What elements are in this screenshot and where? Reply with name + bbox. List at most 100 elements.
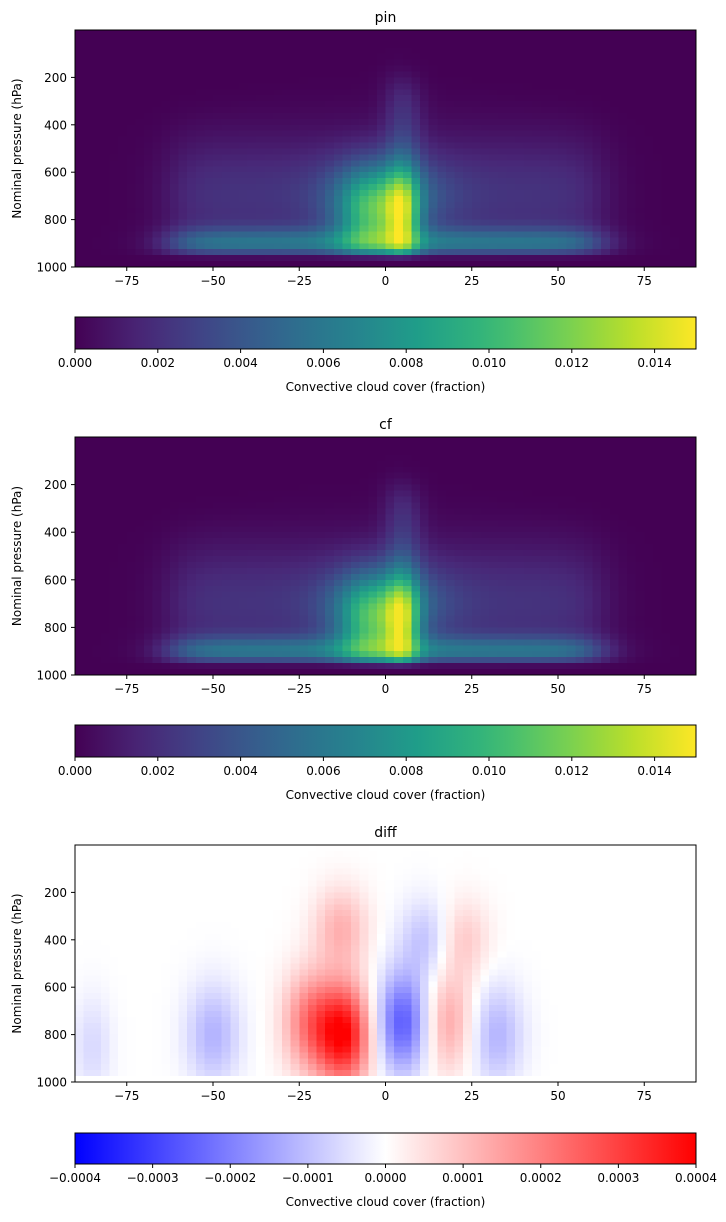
heatmap-cell <box>265 166 274 173</box>
heatmap-cell <box>135 178 144 185</box>
heatmap-cell <box>386 77 395 84</box>
heatmap-cell <box>273 255 282 262</box>
heatmap-cell <box>627 485 636 492</box>
heatmap-cell <box>248 208 257 215</box>
heatmap-cell <box>84 208 93 215</box>
heatmap-cell <box>334 592 343 599</box>
heatmap-cell <box>342 598 351 605</box>
heatmap-cell <box>593 71 602 78</box>
heatmap-cell <box>101 83 110 90</box>
heatmap-cell <box>437 154 446 161</box>
heatmap-cell <box>179 508 188 515</box>
heatmap-cell <box>282 586 291 593</box>
heatmap-cell <box>101 172 110 179</box>
heatmap-cell <box>75 550 84 557</box>
heatmap-cell <box>515 455 524 462</box>
heatmap-cell <box>644 220 653 227</box>
heatmap-cell <box>429 54 438 61</box>
heatmap-cell <box>161 160 170 167</box>
heatmap-cell <box>541 580 550 587</box>
heatmap-cell <box>377 226 386 233</box>
heatmap-cell <box>179 455 188 462</box>
heatmap-cell <box>334 178 343 185</box>
heatmap-cell <box>575 556 584 563</box>
heatmap-cell <box>161 131 170 138</box>
heatmap-cell <box>437 214 446 221</box>
heatmap-cell <box>368 502 377 509</box>
heatmap-cell <box>515 437 524 444</box>
heatmap-cell <box>273 149 282 156</box>
heatmap-cell <box>299 149 308 156</box>
heatmap-cell <box>593 190 602 197</box>
heatmap-cell <box>575 249 584 256</box>
heatmap-cell <box>204 497 213 504</box>
heatmap-cell <box>127 95 136 102</box>
heatmap-cell <box>567 479 576 486</box>
heatmap-cell <box>101 36 110 43</box>
heatmap-cell <box>239 562 248 569</box>
heatmap-cell <box>239 443 248 450</box>
heatmap-cell <box>429 502 438 509</box>
heatmap-cell <box>118 113 127 120</box>
heatmap-cell <box>618 568 627 575</box>
heatmap-cell <box>524 77 533 84</box>
heatmap-cell <box>515 196 524 203</box>
heatmap-cell <box>308 598 317 605</box>
heatmap-cell <box>127 437 136 444</box>
heatmap-cell <box>472 526 481 533</box>
heatmap-cell <box>480 160 489 167</box>
heatmap-cell <box>618 237 627 244</box>
heatmap-cell <box>239 497 248 504</box>
heatmap-cell <box>679 574 688 581</box>
heatmap-cell <box>627 586 636 593</box>
heatmap-cell <box>670 184 679 191</box>
heatmap-cell <box>610 508 619 515</box>
heatmap-cell <box>463 131 472 138</box>
heatmap-cell <box>317 449 326 456</box>
heatmap-cell <box>110 580 119 587</box>
heatmap-cell <box>437 160 446 167</box>
heatmap-cell <box>334 190 343 197</box>
heatmap-cell <box>127 249 136 256</box>
heatmap-cell <box>153 30 162 37</box>
heatmap-cell <box>230 574 239 581</box>
heatmap-cell <box>110 196 119 203</box>
heatmap-cell <box>644 54 653 61</box>
heatmap-cell <box>575 491 584 498</box>
heatmap-cell <box>179 137 188 144</box>
heatmap-cell <box>265 190 274 197</box>
heatmap-cell <box>342 231 351 238</box>
heatmap-cell <box>636 184 645 191</box>
heatmap-cell <box>308 196 317 203</box>
heatmap-cell <box>222 467 231 474</box>
heatmap-cell <box>662 101 671 108</box>
heatmap-cell <box>455 556 464 563</box>
heatmap-cell <box>541 131 550 138</box>
heatmap-cell <box>506 196 515 203</box>
heatmap-cell <box>662 160 671 167</box>
heatmap-cell <box>575 544 584 551</box>
heatmap-cell <box>368 178 377 185</box>
heatmap-cell <box>558 125 567 132</box>
heatmap-cell <box>420 255 429 262</box>
heatmap-cell <box>153 586 162 593</box>
heatmap-cell <box>584 172 593 179</box>
heatmap-cell <box>325 455 334 462</box>
heatmap-cell <box>584 514 593 521</box>
heatmap-cell <box>153 66 162 73</box>
heatmap-cell <box>403 202 412 209</box>
heatmap-cell <box>196 231 205 238</box>
heatmap-cell <box>230 71 239 78</box>
heatmap-cell <box>161 36 170 43</box>
heatmap-cell <box>575 532 584 539</box>
heatmap-cell <box>308 107 317 114</box>
heatmap-cell <box>567 184 576 191</box>
heatmap-cell <box>75 574 84 581</box>
heatmap-cell <box>420 544 429 551</box>
heatmap-cell <box>92 178 101 185</box>
heatmap-cell <box>480 143 489 150</box>
heatmap-cell <box>653 514 662 521</box>
heatmap-cell <box>420 479 429 486</box>
heatmap-cell <box>230 437 239 444</box>
heatmap-cell <box>377 491 386 498</box>
